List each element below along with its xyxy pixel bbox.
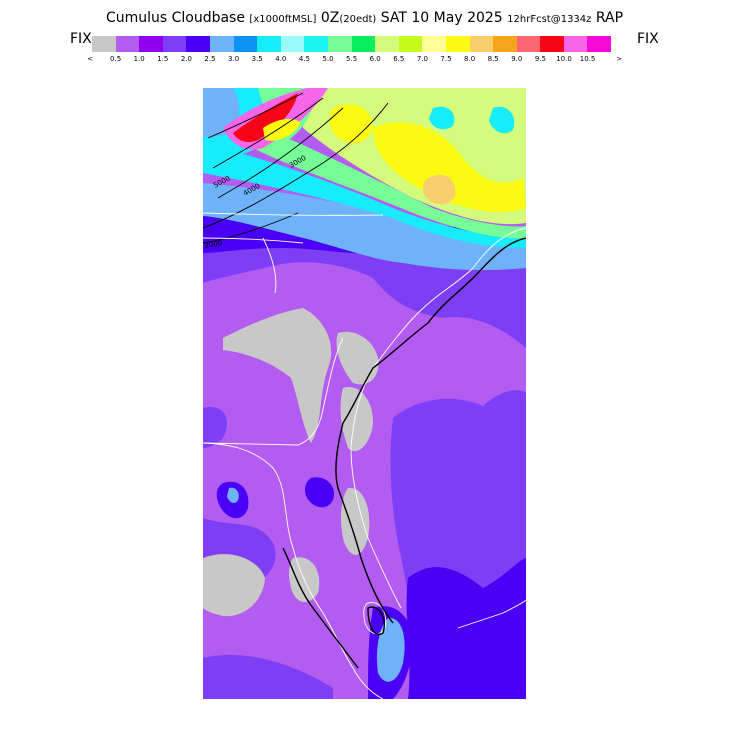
river-2 <box>297 337 344 446</box>
title-time: 0Z <box>320 10 340 26</box>
scale-tick-0: < <box>87 55 93 63</box>
sw-dark-region <box>203 654 333 699</box>
red-region <box>233 93 298 142</box>
scale-swatch-5 <box>209 36 234 52</box>
scale-tick-15: 7.5 <box>440 55 452 63</box>
scale-tick-6: 3.0 <box>228 55 240 63</box>
cloudbase-map: 5000 4000 3000 2000 <box>203 88 526 699</box>
scale-tick-14: 7.0 <box>416 55 428 63</box>
boundary-atlantic <box>335 237 526 624</box>
scale-swatch-17 <box>493 36 517 52</box>
scale-tick-4: 2.0 <box>180 55 192 63</box>
scale-tick-1: 0.5 <box>110 55 122 63</box>
title-model: RAP <box>595 10 624 26</box>
scale-swatch-12 <box>375 36 399 52</box>
scale-swatch-8 <box>280 36 305 52</box>
scale-tick-2: 1.0 <box>133 55 145 63</box>
map-title: Cumulus Cloudbase [x1000ftMSL] 0Z(20edt)… <box>0 8 729 28</box>
north-green-band <box>253 128 526 239</box>
scale-swatch-10 <box>327 36 352 52</box>
scale-swatch-3 <box>162 36 187 52</box>
fix-left-label: FIX <box>70 31 92 47</box>
contour-line-1 <box>207 92 304 139</box>
scale-swatch-11 <box>351 36 376 52</box>
scale-tick-20: 10.0 <box>556 55 572 63</box>
scale-tick-17: 8.5 <box>487 55 499 63</box>
river-1 <box>262 237 277 294</box>
scale-swatch-6 <box>233 36 258 52</box>
scale-swatch-15 <box>445 36 470 52</box>
contour-line-3 <box>217 107 344 199</box>
scale-swatch-0 <box>92 36 116 52</box>
contour-label-4: 2000 <box>204 239 223 250</box>
title-time-edt: (20edt) <box>339 14 377 25</box>
color-scale <box>92 36 640 52</box>
scale-swatch-2 <box>139 36 163 52</box>
gray-region-center <box>340 387 373 452</box>
north-lightblue-band <box>203 183 526 271</box>
map-canvas: 5000 4000 3000 2000 <box>203 88 526 699</box>
north-yellow-region-2 <box>329 104 373 144</box>
scale-swatch-9 <box>304 36 328 52</box>
cloudbase-contours <box>203 92 389 244</box>
scale-tick-22: > <box>616 55 623 63</box>
black-boundaries <box>282 237 526 669</box>
scale-tick-5: 2.5 <box>204 55 216 63</box>
south-coast-lightblue <box>376 617 405 682</box>
scale-tick-8: 4.0 <box>275 55 287 63</box>
keys <box>457 599 526 629</box>
florida-west-coast <box>203 442 384 699</box>
gray-region-west <box>203 554 265 617</box>
fix-right-label: FIX <box>637 31 659 47</box>
orange-spot <box>422 174 456 205</box>
scale-tick-21: 10.5 <box>579 55 596 63</box>
title-date: SAT 10 May 2025 <box>380 10 503 26</box>
scale-tick-16: 8.0 <box>464 55 476 63</box>
scale-tick-3: 1.5 <box>157 55 169 63</box>
north-cyan-band <box>203 143 526 248</box>
scale-tick-10: 5.0 <box>322 55 334 63</box>
cyan-spot-ne <box>429 106 455 130</box>
gray-region-north <box>223 308 332 443</box>
cyan-spot-ne-2 <box>489 106 515 134</box>
yellow-nw-spot <box>263 118 301 141</box>
scale-swatch-20 <box>563 36 588 52</box>
boundary-gulf <box>282 547 359 669</box>
state-border-mid <box>203 237 304 244</box>
contour-line-4 <box>203 102 389 229</box>
color-scale-ticks: <0.5 1.0 1.5 2.0 2.5 3.0 3.5 4.0 4.5 5.0 5.5 6.0 6.5… <box>80 55 660 67</box>
lake-blue-spot <box>227 487 239 503</box>
scale-swatch-4 <box>186 36 210 52</box>
north-yellow-region <box>373 122 526 213</box>
scale-tick-12: 6.0 <box>369 55 381 63</box>
scale-tick-11: 5.5 <box>346 55 358 63</box>
scale-swatch-21 <box>587 36 612 52</box>
atlantic-blue-region <box>406 558 526 699</box>
scale-swatch-14 <box>422 36 446 52</box>
title-product: Cumulus Cloudbase <box>105 10 245 26</box>
georgia-border <box>203 442 299 446</box>
contour-line-5 <box>203 212 299 244</box>
scale-tick-9: 4.5 <box>298 55 310 63</box>
scale-swatch-19 <box>540 36 564 52</box>
scale-tick-19: 9.5 <box>534 55 546 63</box>
scale-tick-18: 9.0 <box>511 55 523 63</box>
scale-swatch-18 <box>516 36 541 52</box>
gulf-dark-region <box>203 407 227 448</box>
scale-tick-7: 3.5 <box>251 55 263 63</box>
state-border-north <box>203 212 384 216</box>
scale-swatch-1 <box>115 36 140 52</box>
boundary-lake <box>367 606 385 635</box>
gray-region-ne <box>336 331 379 385</box>
title-units: [x1000ftMSL] <box>249 14 317 25</box>
scale-swatch-7 <box>257 36 281 52</box>
title-forecast: 12hrFcst@1334z <box>507 14 592 25</box>
scale-tick-13: 6.5 <box>393 55 405 63</box>
contour-line-2 <box>212 97 324 169</box>
scale-swatch-13 <box>398 36 423 52</box>
scale-swatch-16 <box>469 36 494 52</box>
gulf-blue-spot-2 <box>304 477 335 508</box>
gray-region-peninsula <box>340 487 370 555</box>
